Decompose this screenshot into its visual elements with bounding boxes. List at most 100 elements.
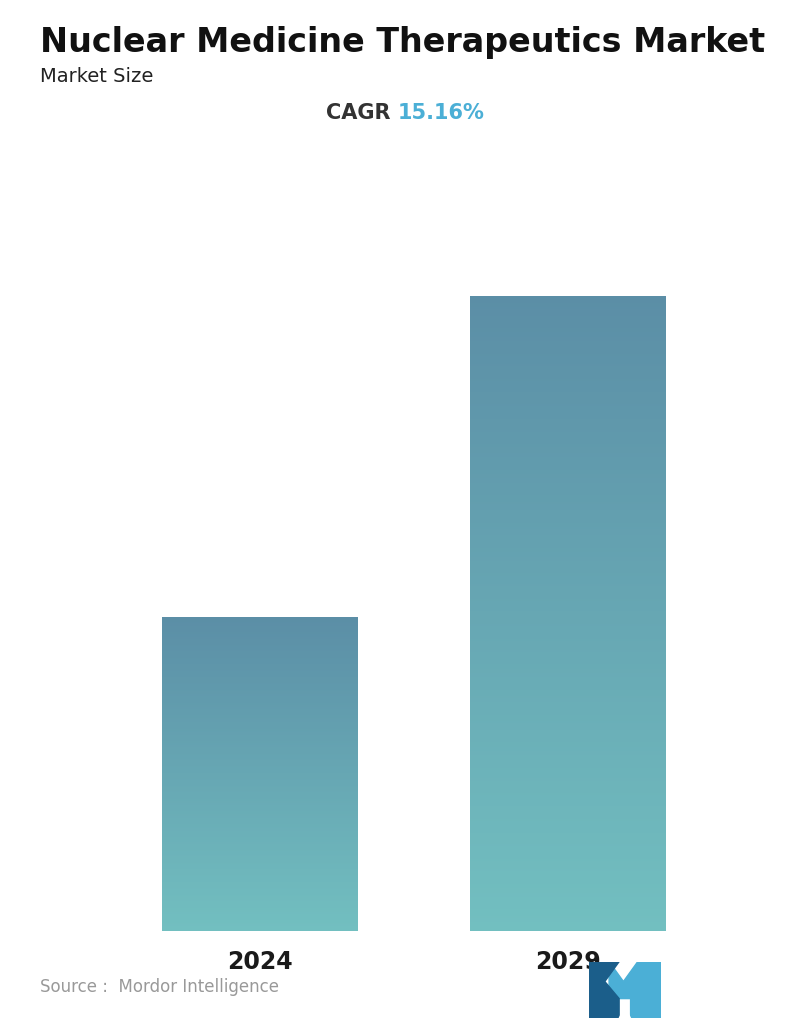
Bar [162,655,358,656]
Bar [162,681,358,682]
Bar [470,730,666,732]
Bar [470,510,666,512]
Bar [470,681,666,683]
Bar [470,732,666,734]
Bar [162,723,358,724]
Bar [162,696,358,697]
Bar [162,863,358,864]
Bar [470,459,666,461]
Bar [470,912,666,914]
Bar [162,869,358,870]
Bar [162,742,358,743]
Bar [470,793,666,795]
Bar [470,797,666,799]
Bar [162,673,358,674]
Bar [162,724,358,725]
Bar [162,895,358,896]
Bar [162,617,358,618]
Bar [470,334,666,337]
Bar [162,923,358,924]
Bar [162,798,358,800]
Bar [162,846,358,847]
Bar [162,703,358,704]
Bar [470,810,666,813]
Bar [162,735,358,736]
Bar [470,558,666,560]
Bar [470,544,666,546]
Bar [470,512,666,514]
Bar [470,706,666,708]
Bar [470,376,666,379]
Bar [162,915,358,916]
Bar [470,774,666,777]
Polygon shape [589,962,619,1018]
Bar [470,504,666,506]
Bar [470,842,666,844]
Bar [162,926,358,927]
Bar [470,516,666,518]
Bar [470,388,666,390]
Bar [162,818,358,819]
Bar [470,481,666,483]
Bar [162,668,358,669]
Bar [470,872,666,874]
Bar [470,343,666,345]
Bar [162,641,358,642]
Bar [162,736,358,737]
Bar [162,830,358,831]
Bar [470,670,666,673]
Bar [470,926,666,929]
Bar [162,788,358,789]
Bar [162,845,358,846]
Bar [470,884,666,886]
Bar [162,919,358,920]
Bar [162,729,358,730]
Bar [470,347,666,349]
Bar [470,825,666,827]
Bar [162,781,358,782]
Bar [162,912,358,913]
Bar [162,687,358,688]
Bar [470,679,666,681]
Bar [470,692,666,694]
Bar [162,719,358,720]
Bar [162,791,358,792]
Bar [470,506,666,508]
Bar [470,445,666,447]
Bar [470,567,666,569]
Bar [162,690,358,691]
Bar [162,699,358,700]
Bar [470,833,666,835]
Bar [470,821,666,823]
Bar [162,841,358,842]
Bar [162,824,358,825]
Bar [470,356,666,358]
Bar [470,299,666,301]
Bar [470,700,666,702]
Bar [470,621,666,625]
Bar [470,611,666,613]
Bar [162,778,358,779]
Bar [470,686,666,688]
Bar [162,880,358,881]
Bar [162,882,358,883]
Bar [470,520,666,523]
Bar [470,345,666,347]
Bar [470,540,666,542]
Bar [162,680,358,681]
Bar [470,787,666,789]
Bar [162,766,358,767]
Bar [470,870,666,872]
Bar [470,410,666,413]
Bar [470,461,666,463]
Bar [162,857,358,858]
Bar [470,440,666,443]
Bar [470,542,666,544]
Bar [470,747,666,749]
Bar [470,499,666,501]
Bar [162,797,358,799]
Bar [162,738,358,739]
Bar [470,617,666,620]
Bar [162,894,358,895]
Bar [470,848,666,850]
